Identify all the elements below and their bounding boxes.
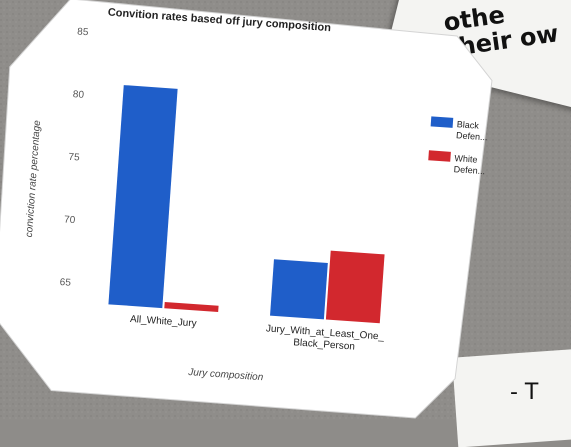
note-text-bottom: - T	[510, 380, 539, 405]
y-tick-label: 75	[68, 152, 80, 164]
y-tick-label: 85	[77, 26, 89, 38]
chart-plot: 6570758085All_White_JuryJury_With_at_Lea…	[59, 26, 385, 352]
y-tick-label: 70	[64, 214, 76, 226]
bar-0-0	[108, 85, 178, 309]
x-axis-label: Jury composition	[187, 367, 264, 383]
chart-legend: BlackDefen...WhiteDefen...	[428, 116, 488, 176]
x-tick-label: All_White_Jury	[130, 314, 197, 330]
bar-1-1	[325, 250, 385, 324]
legend-label: Defen...	[453, 164, 485, 176]
legend-label: Black	[456, 119, 479, 131]
legend-swatch-1	[428, 150, 451, 162]
legend-label: White	[454, 153, 478, 165]
y-tick-label: 65	[59, 277, 71, 289]
x-tick-label: Black_Person	[293, 337, 355, 352]
bar-0-1	[164, 301, 219, 312]
legend-label: Defen...	[456, 130, 488, 142]
y-tick-label: 80	[72, 89, 84, 101]
legend-swatch-0	[430, 116, 454, 128]
bar-1-0	[270, 259, 328, 320]
chart-paper	[0, 0, 493, 419]
chart-card: 6570758085All_White_JuryJury_With_at_Lea…	[0, 0, 493, 419]
